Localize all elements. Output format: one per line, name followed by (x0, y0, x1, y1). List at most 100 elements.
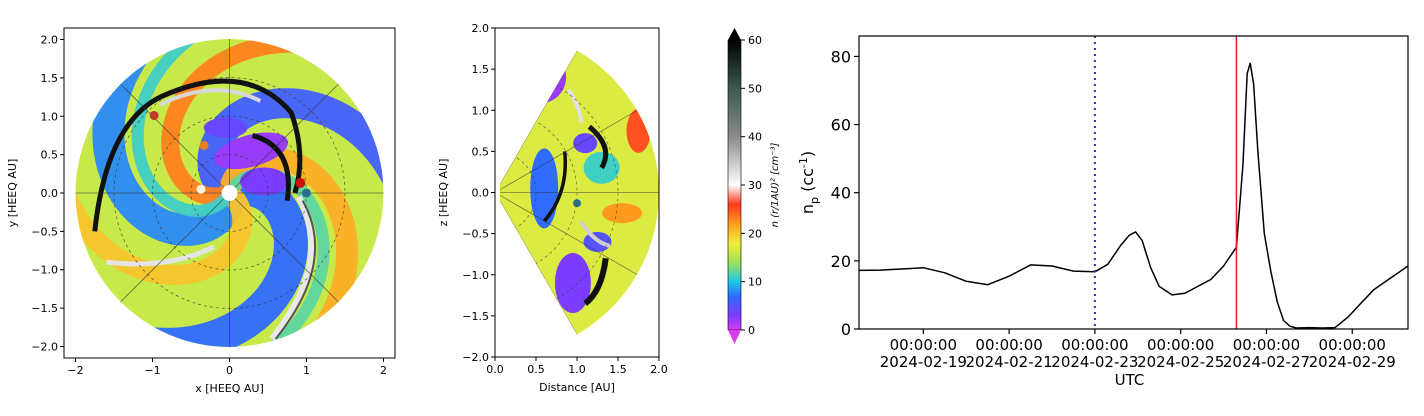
colorbar-tick-label: 0 (748, 324, 755, 337)
y-tick-label: 0.0 (41, 187, 59, 200)
y-tick-label: −0.5 (462, 228, 489, 241)
spacecraft-marker (295, 178, 306, 189)
y-axis-label: z [HEEQ AU] (437, 159, 450, 227)
y-axis-label-part: ) (798, 151, 817, 157)
y-tick-label: 2.0 (472, 22, 490, 35)
y-tick-label: 0.5 (472, 145, 490, 158)
y-tick-label: 1.5 (41, 72, 59, 85)
x-tick-time-label: 00:00:00 (1233, 336, 1300, 354)
density-series-line (858, 62, 1409, 329)
y-tick-label: 0.0 (472, 187, 490, 200)
x-tick-label: 2.0 (650, 363, 668, 376)
inner-low-density (203, 117, 248, 138)
x-tick-date-label: 2024-02-19 (880, 353, 967, 371)
y-tick-label: 0 (841, 320, 851, 339)
y-tick-label: 1.5 (472, 63, 490, 76)
spacecraft-marker (149, 110, 159, 120)
y-tick-label: −1.0 (31, 264, 58, 277)
spacecraft-marker (196, 184, 206, 194)
x-axis-label: Distance [AU] (539, 381, 615, 394)
x-tick-label: 1.5 (609, 363, 627, 376)
cme-trailing-arc (269, 195, 315, 341)
x-tick-time-label: 00:00:00 (1147, 336, 1214, 354)
x-tick-date-label: 2024-02-23 (1051, 353, 1138, 371)
colorbar-tick-label: 20 (748, 227, 762, 240)
latitude-grid-line (499, 192, 638, 275)
x-tick-date-label: 2024-02-21 (966, 353, 1053, 371)
x-tick-label: −2 (67, 364, 83, 377)
y-axis-label-part: -1 (797, 157, 810, 168)
x-tick-time-label: 00:00:00 (975, 336, 1042, 354)
cme-front-lower (583, 257, 609, 306)
cme-lower-arc (106, 244, 216, 267)
y-tick-label: 40 (831, 184, 851, 203)
cme-front-inner (251, 133, 291, 202)
cme-front-upper (587, 124, 609, 170)
inner-low-density (573, 133, 598, 154)
latitude-grid-line (499, 110, 638, 193)
x-tick-time-label: 00:00:00 (890, 336, 957, 354)
x-tick-date-label: 2024-02-27 (1223, 353, 1310, 371)
colorbar-panel: 0 10 20 30 40 50 60 n (r/1AU)² [cm⁻³] (727, 28, 781, 344)
cme-sheath (579, 220, 611, 248)
timeseries-panel: 02040608000:00:002024-02-1900:00:002024-… (797, 35, 1409, 389)
colorbar-tick-label: 10 (748, 276, 762, 289)
y-axis-label: np (cc-1) (797, 151, 821, 214)
radial-grid-line (120, 83, 230, 194)
y-axis-label-part: n (798, 204, 817, 214)
colorbar-tick-label: 30 (748, 179, 762, 192)
radial-grid-line (229, 192, 339, 303)
timeseries-axes-frame (858, 35, 1409, 330)
x-axis-label: x [HEEQ AU] (195, 382, 264, 395)
x-tick-label: 2 (380, 364, 387, 377)
x-tick-label: −1 (144, 364, 160, 377)
x-tick-date-label: 2024-02-29 (1309, 353, 1396, 371)
x-tick-label: 1.0 (568, 363, 586, 376)
y-tick-label: −2.0 (462, 351, 489, 364)
y-tick-label: 2.0 (41, 34, 59, 47)
colorbar-tick-label: 50 (748, 82, 762, 95)
y-tick-label: −1.5 (462, 310, 489, 323)
y-axis-label-part: p (808, 197, 821, 204)
y-tick-label: 0.5 (41, 149, 59, 162)
y-tick-label: −0.5 (31, 225, 58, 238)
y-tick-label: −1.0 (462, 269, 489, 282)
y-tick-label: 80 (831, 47, 851, 66)
y-tick-label: 60 (831, 116, 851, 135)
y-tick-label: −1.5 (31, 302, 58, 315)
cme-trailing-edge (274, 200, 317, 340)
sun-marker (221, 185, 238, 201)
x-tick-time-label: 00:00:00 (1061, 336, 1128, 354)
equatorial-band (626, 108, 651, 153)
cme-front-outer (92, 78, 303, 232)
y-tick-label: 20 (831, 252, 851, 271)
cme-front-sheath (159, 88, 262, 107)
x-tick-label: 0.5 (527, 363, 545, 376)
meridional-density (499, 50, 659, 335)
x-tick-label: 1 (303, 364, 310, 377)
equatorial-band (530, 148, 559, 229)
polar-low-density (554, 252, 591, 313)
colorbar-bar (727, 39, 742, 331)
colorbar-tick-label: 40 (748, 131, 762, 144)
spacecraft-marker (301, 188, 311, 198)
equatorial-band (602, 203, 643, 224)
colorbar-tick-label: 60 (748, 34, 762, 47)
spacecraft-marker (199, 140, 209, 150)
x-tick-time-label: 00:00:00 (1319, 336, 1386, 354)
meridional-panel: 0.0 0.5 1.0 1.5 2.0 −2.0 −1.5 −1.0 −0.5 0.0 0.5 1.0… (437, 22, 668, 394)
ecliptic-panel: −2 −1 0 1 2 −2.0 −1.5 −1.0 −0.5 0.0 0.5 1.0 1.5 2.0 x … (6, 27, 396, 395)
radial-grid-line (229, 83, 339, 194)
colorbar-label: n (r/1AU)² [cm⁻³] (770, 142, 781, 227)
radial-grid-line (120, 192, 230, 303)
x-tick-date-label: 2024-02-25 (1137, 353, 1224, 371)
spacecraft-marker (573, 199, 581, 208)
y-axis-label: y [HEEQ AU] (6, 159, 19, 228)
y-tick-label: 1.0 (472, 104, 490, 117)
y-tick-label: −2.0 (31, 340, 58, 353)
y-axis-label-part: (cc (798, 168, 817, 197)
cme-front-middle (542, 151, 568, 223)
y-tick-label: 1.0 (41, 110, 59, 123)
